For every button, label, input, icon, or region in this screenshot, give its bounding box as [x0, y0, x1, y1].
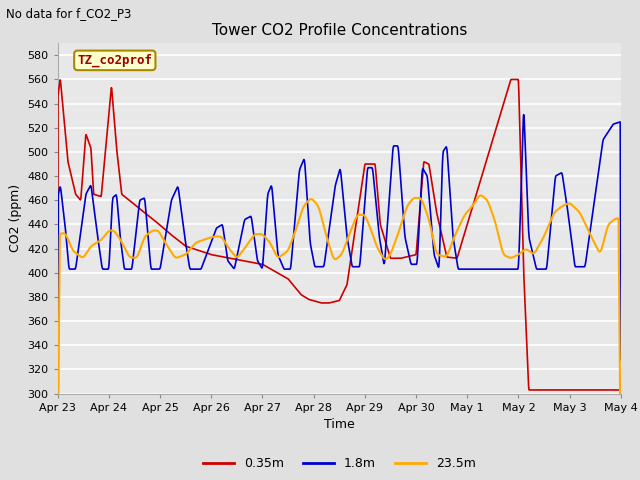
- Y-axis label: CO2 (ppm): CO2 (ppm): [9, 184, 22, 252]
- X-axis label: Time: Time: [324, 418, 355, 431]
- Text: TZ_co2prof: TZ_co2prof: [77, 54, 152, 67]
- Text: No data for f_CO2_P3: No data for f_CO2_P3: [6, 7, 132, 20]
- Title: Tower CO2 Profile Concentrations: Tower CO2 Profile Concentrations: [211, 23, 467, 38]
- Legend: 0.35m, 1.8m, 23.5m: 0.35m, 1.8m, 23.5m: [198, 452, 481, 475]
